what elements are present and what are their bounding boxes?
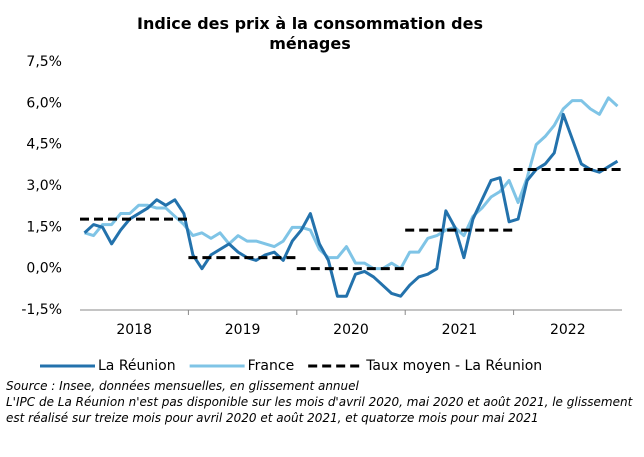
- chart-title: Indice des prix à la consommation des mé…: [137, 14, 483, 53]
- y-tick-label: 1,5%: [26, 219, 62, 235]
- legend-label: France: [248, 358, 295, 374]
- series-line: [84, 96, 619, 271]
- x-tick-label: 2022: [550, 322, 586, 338]
- notes: Source : Insee, données mensuelles, en g…: [6, 378, 638, 426]
- series-line: [83, 112, 619, 298]
- y-tick-label: 4,5%: [26, 137, 62, 153]
- note: Source : Insee, données mensuelles, en g…: [6, 379, 359, 393]
- x-tick-label: 2021: [442, 322, 478, 338]
- legend-label: Taux moyen - La Réunion: [365, 358, 542, 374]
- note: L'IPC de La Réunion n'est pas disponible…: [6, 395, 633, 425]
- y-tick-label: -1,5%: [21, 302, 62, 318]
- y-tick-label: 0,0%: [26, 261, 62, 277]
- y-tick-label: 7,5%: [26, 54, 62, 70]
- x-tick-label: 2019: [225, 322, 261, 338]
- legend-label: La Réunion: [98, 358, 176, 374]
- y-tick-label: 6,0%: [26, 95, 62, 111]
- x-tick-label: 2020: [333, 322, 369, 338]
- y-tick-label: 3,0%: [26, 178, 62, 194]
- x-tick-label: 2018: [116, 322, 152, 338]
